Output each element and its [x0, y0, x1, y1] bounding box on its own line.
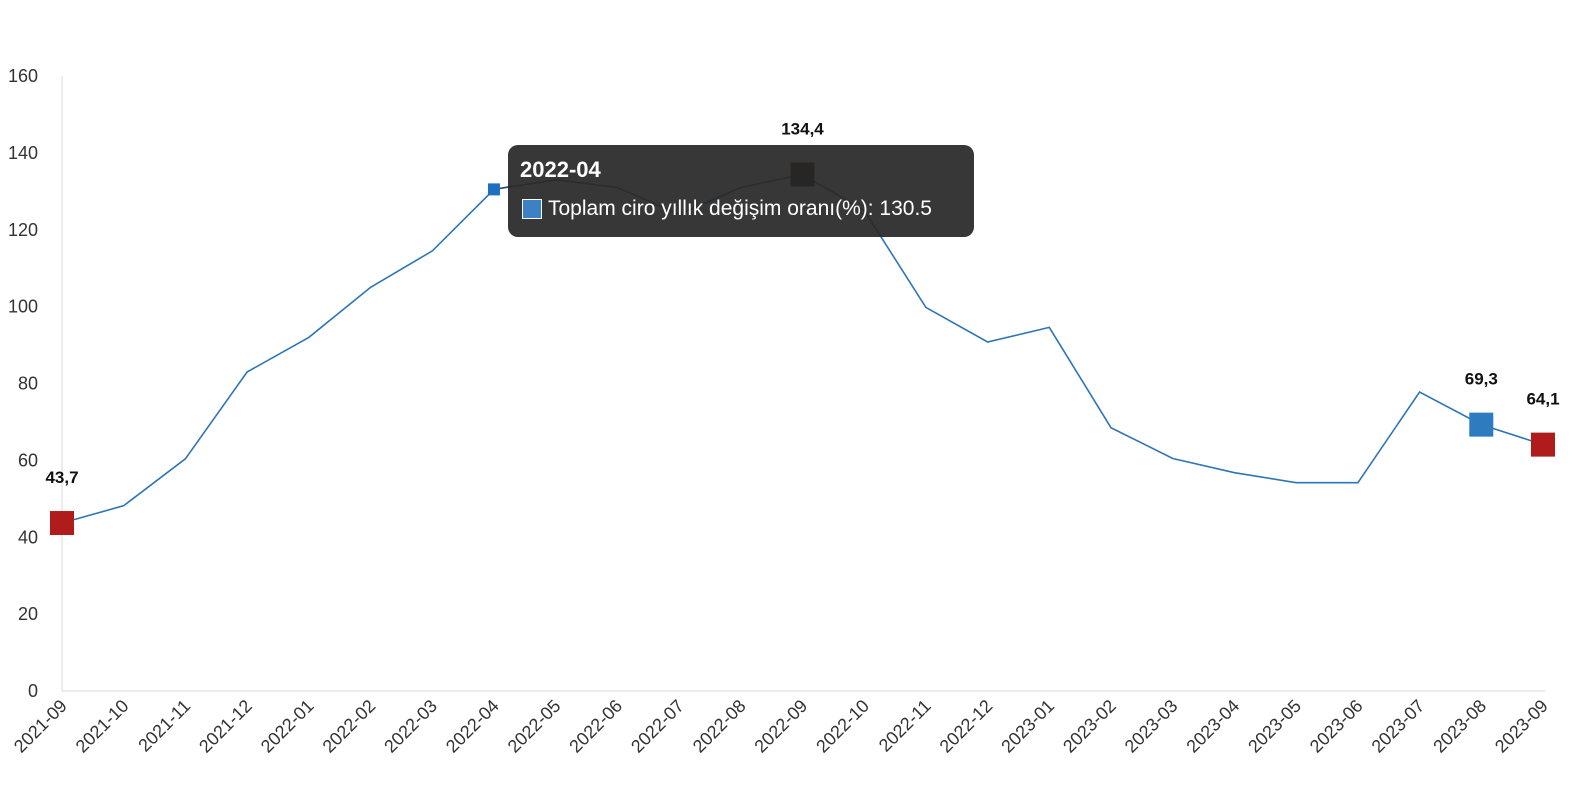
x-tick-label: 2023-05: [1244, 696, 1305, 757]
y-tick-label: 140: [8, 143, 38, 163]
x-tick-label: 2022-09: [750, 696, 811, 757]
x-tick-label: 2021-10: [72, 696, 133, 757]
x-tick-label: 2022-11: [875, 696, 935, 756]
y-tick-label: 120: [8, 220, 38, 240]
data-marker: [50, 511, 74, 536]
x-tick-label: 2022-03: [380, 696, 441, 757]
data-marker: [1531, 432, 1555, 457]
x-tick-label: 2021-11: [134, 696, 194, 756]
data-label: 43,7: [45, 468, 78, 487]
chart-tooltip: 2022-04 Toplam ciro yıllık değişim oranı…: [508, 145, 974, 237]
x-axis-tick-labels: 2021-09 2021-10 2021-11 2021-12 2022-01 2022-…: [10, 696, 1552, 757]
x-tick-label: 2022-05: [504, 696, 565, 757]
x-tick-label: 2021-09: [10, 696, 71, 757]
y-axis-tick-labels: 0 20 40 60 80 100 120 140 160: [8, 66, 38, 701]
y-tick-label: 60: [18, 450, 38, 470]
y-tick-label: 40: [18, 527, 38, 547]
data-label: 134,4: [781, 119, 824, 138]
x-tick-label: 2022-12: [936, 696, 997, 757]
x-tick-label: 2022-02: [319, 696, 380, 757]
x-tick-label: 2021-12: [195, 696, 256, 757]
x-tick-label: 2023-06: [1306, 696, 1367, 757]
x-tick-label: 2023-09: [1491, 696, 1552, 757]
x-tick-label: 2022-08: [689, 696, 750, 757]
x-tick-label: 2022-07: [627, 696, 688, 757]
x-tick-label: 2022-01: [257, 696, 318, 757]
y-tick-label: 100: [8, 297, 38, 317]
hover-point-marker: [487, 183, 500, 196]
data-label: 69,3: [1465, 370, 1498, 389]
data-label: 64,1: [1526, 390, 1559, 409]
tooltip-title: 2022-04: [520, 157, 601, 182]
x-tick-label: 2023-08: [1429, 696, 1490, 757]
x-tick-label: 2023-02: [1059, 696, 1120, 757]
tooltip-row: Toplam ciro yıllık değişim oranı(%): 130…: [522, 197, 932, 221]
data-marker: [1469, 412, 1494, 437]
x-tick-label: 2022-06: [565, 696, 626, 757]
y-tick-label: 20: [18, 604, 38, 624]
y-tick-label: 0: [28, 681, 38, 701]
y-tick-label: 80: [18, 374, 38, 394]
x-tick-label: 2023-03: [1121, 696, 1182, 757]
tooltip-row-text: Toplam ciro yıllık değişim oranı(%): 130…: [548, 197, 932, 220]
tooltip-series-swatch: [522, 199, 542, 219]
x-tick-label: 2022-10: [812, 696, 873, 757]
x-tick-label: 2022-04: [442, 696, 503, 757]
x-tick-label: 2023-01: [997, 696, 1058, 757]
x-tick-label: 2023-07: [1368, 696, 1429, 757]
x-tick-label: 2023-04: [1182, 696, 1243, 757]
y-tick-label: 160: [8, 66, 38, 86]
